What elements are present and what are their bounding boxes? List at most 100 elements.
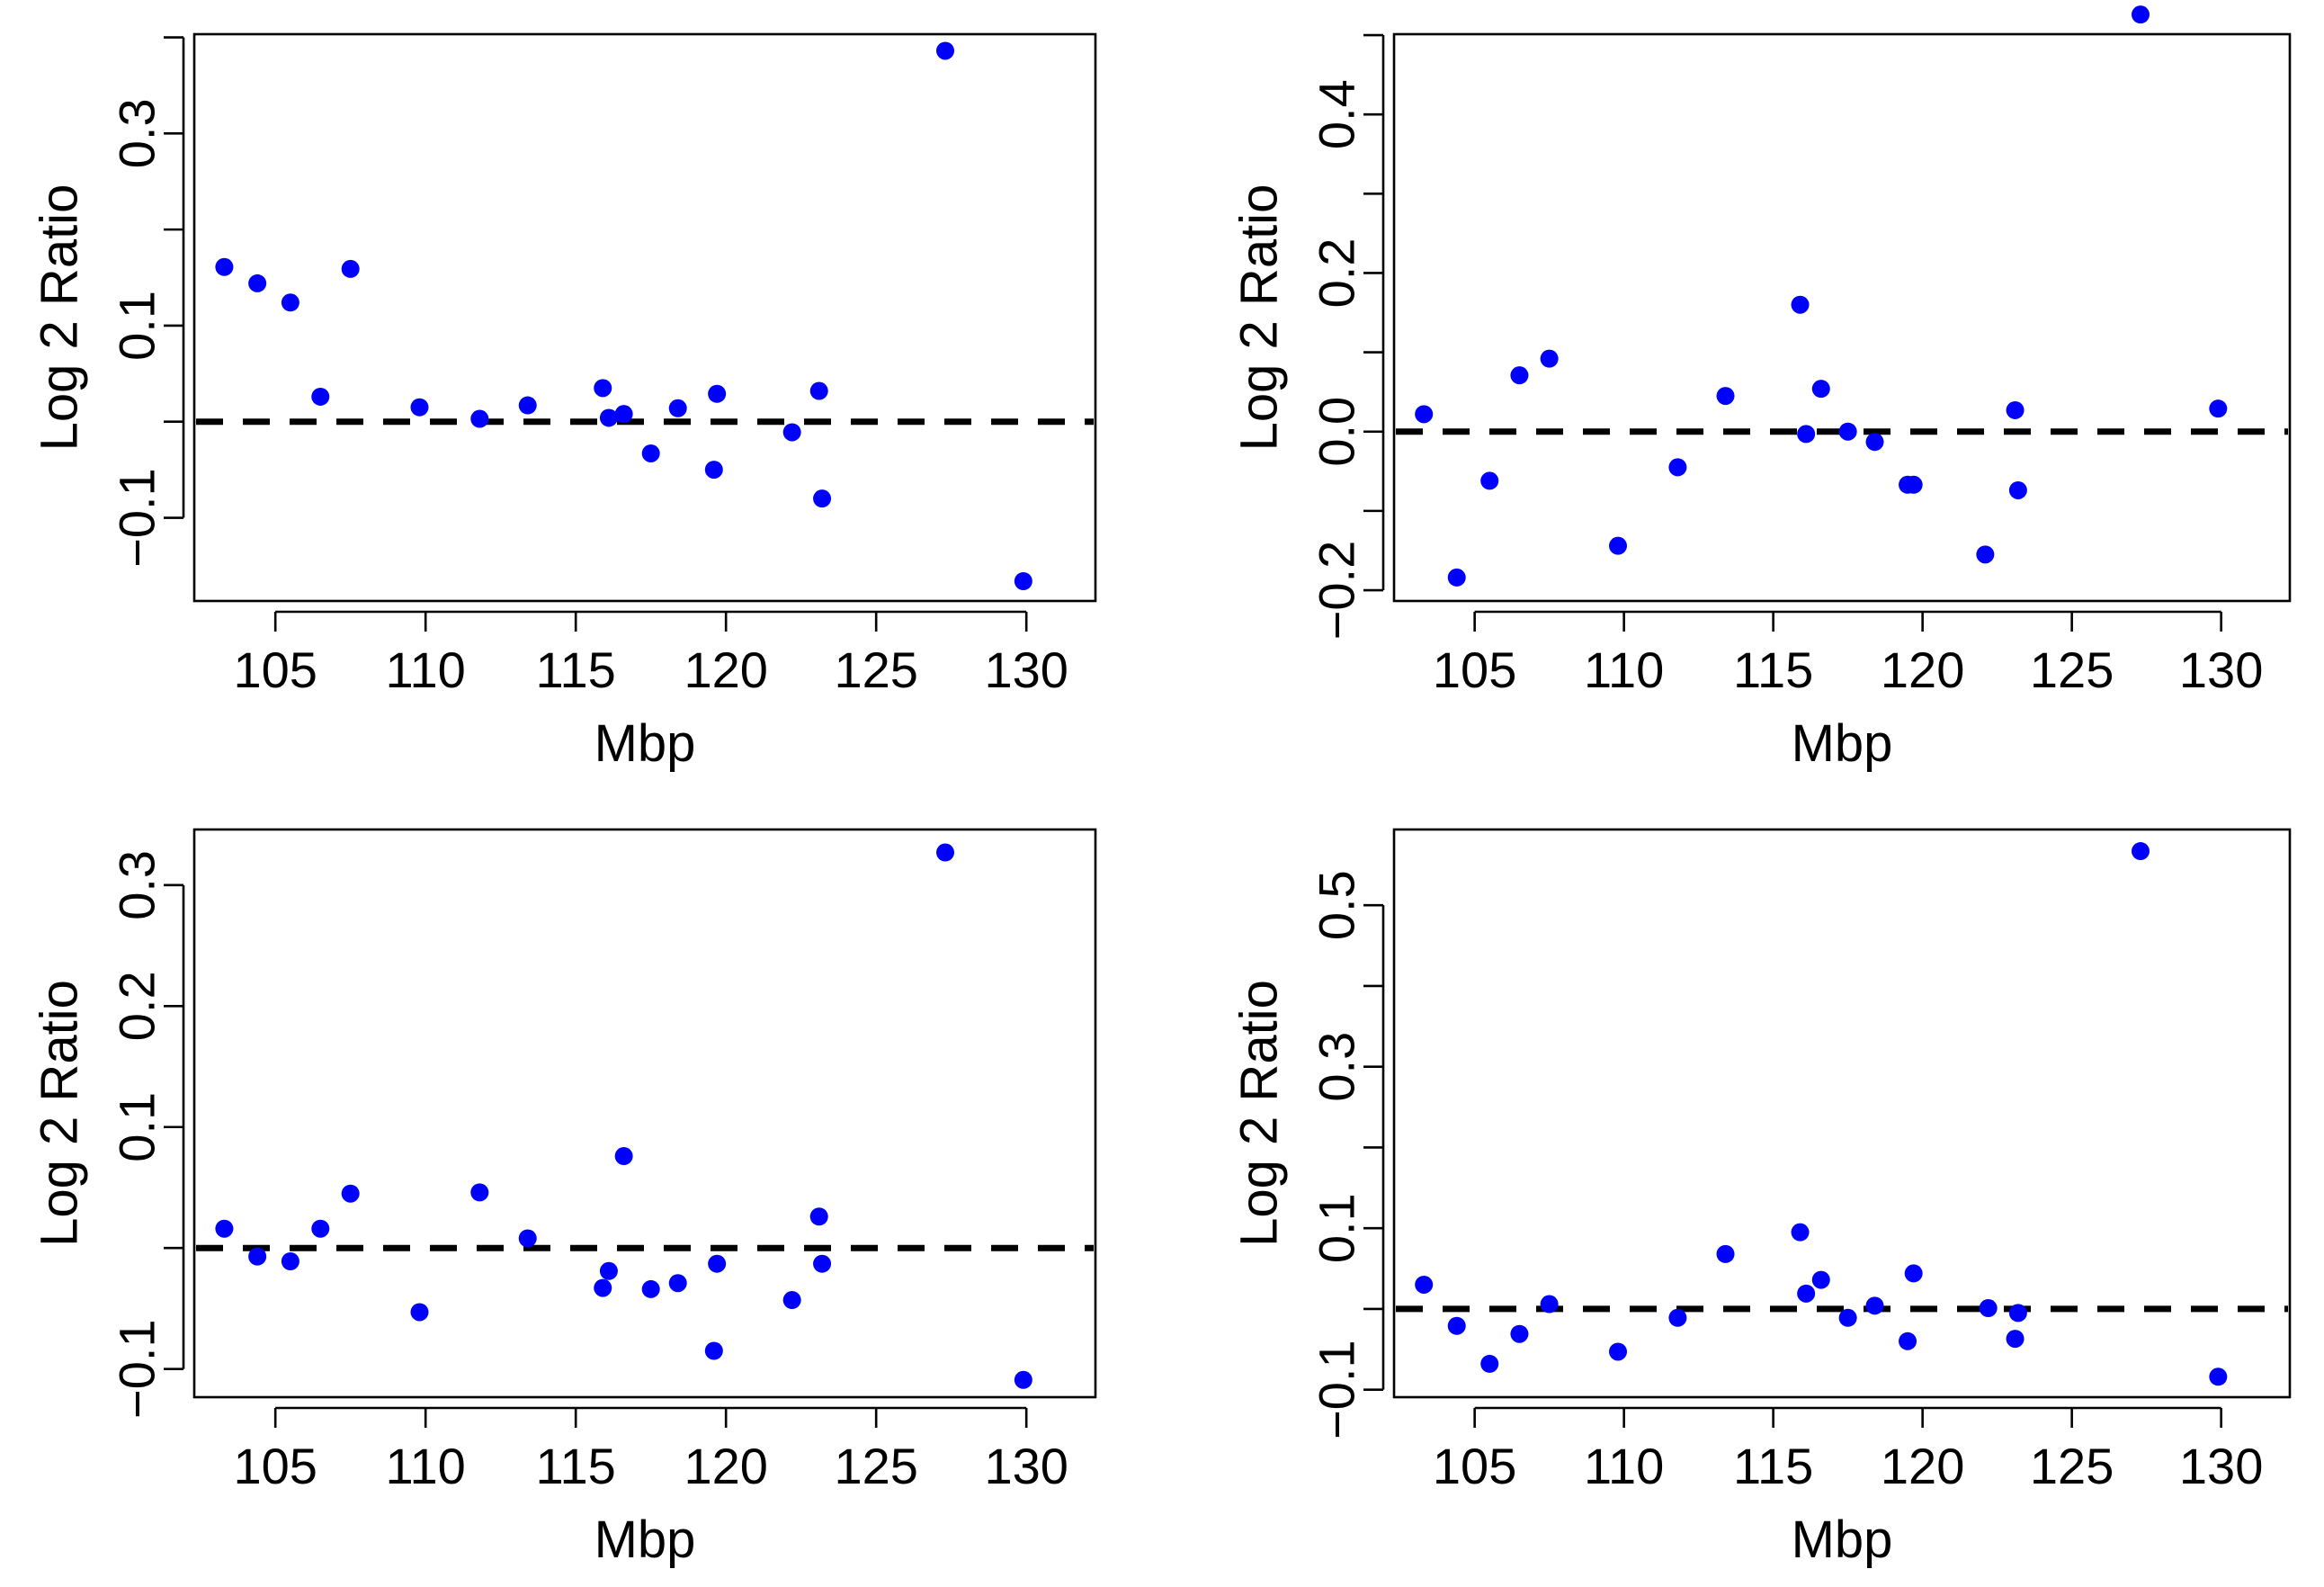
y-tick-label: 0.5 xyxy=(1309,870,1365,940)
y-tick-label: 0.3 xyxy=(109,850,165,920)
x-tick-label: 110 xyxy=(1584,641,1664,698)
data-point xyxy=(311,387,330,406)
chart-panel-top-left: 105 110 115 120 125 130 −0.1 0.1 0.3 Mbp Log 2 Rat… xyxy=(31,32,1097,773)
data-point xyxy=(2008,1304,2027,1322)
data-point xyxy=(281,293,299,312)
x-axis-title: Mbp xyxy=(594,1511,696,1569)
data-point xyxy=(594,379,612,398)
data-point xyxy=(782,1291,801,1310)
data-point xyxy=(1976,545,1995,564)
x-tick-label: 120 xyxy=(1881,641,1964,698)
data-point xyxy=(341,1184,360,1203)
x-axis-title: Mbp xyxy=(594,714,696,773)
data-point xyxy=(813,1254,832,1273)
data-point xyxy=(1415,405,1434,424)
x-tick-label: 130 xyxy=(984,641,1068,698)
x-tick-label: 125 xyxy=(834,1438,917,1494)
data-point xyxy=(1447,1316,1466,1335)
data-point xyxy=(311,1219,330,1238)
data-point xyxy=(1865,433,1884,452)
data-point xyxy=(599,1261,618,1280)
x-tick-label: 115 xyxy=(1733,641,1813,698)
x-tick-label: 120 xyxy=(684,1438,767,1494)
data-point xyxy=(704,1341,723,1360)
chart-panel-top-right: 105 110 115 120 125 130 −0.2 0.0 0.2 0.4 Mbp Log 2 … xyxy=(1230,5,2292,773)
x-tick-label: 105 xyxy=(233,1438,317,1494)
data-point xyxy=(1838,422,1857,441)
data-point xyxy=(1838,1308,1857,1327)
data-point xyxy=(2132,5,2150,24)
data-point xyxy=(704,461,723,480)
data-point xyxy=(1668,458,1687,477)
data-point xyxy=(641,1279,660,1298)
data-point xyxy=(1904,1264,1923,1283)
data-point xyxy=(341,259,360,278)
data-point xyxy=(614,1147,633,1166)
x-axis-title: Mbp xyxy=(1792,714,1893,773)
data-point xyxy=(936,41,954,60)
data-point xyxy=(2209,399,2228,418)
y-tick-label: 0.4 xyxy=(1309,79,1365,149)
y-tick-label: 0.1 xyxy=(109,1092,165,1162)
data-point xyxy=(1510,1324,1529,1343)
x-tick-label: 130 xyxy=(2179,1438,2263,1494)
chart-panel-bottom-right: 105 110 115 120 125 130 −0.1 0.1 0.3 0.5 Mbp Log 2 … xyxy=(1230,828,2292,1569)
data-point xyxy=(1904,475,1923,494)
data-point xyxy=(813,489,832,508)
x-tick-label: 125 xyxy=(2030,1438,2114,1494)
data-point xyxy=(1480,1354,1499,1373)
data-point xyxy=(1797,425,1816,444)
data-point xyxy=(1791,1223,1810,1242)
data-point xyxy=(518,396,537,415)
data-point xyxy=(936,843,954,862)
data-point xyxy=(2008,480,2027,499)
data-point xyxy=(668,1274,687,1293)
x-tick-label: 125 xyxy=(2030,641,2114,698)
x-axis-title: Mbp xyxy=(1792,1511,1893,1569)
data-point xyxy=(1510,366,1529,385)
data-point xyxy=(1480,471,1499,490)
x-tick-label: 120 xyxy=(1881,1438,1964,1494)
data-point xyxy=(1979,1299,1998,1318)
x-tick-label: 130 xyxy=(984,1438,1068,1494)
x-tick-label: 105 xyxy=(1433,641,1516,698)
x-tick-label: 130 xyxy=(2179,641,2263,698)
data-point xyxy=(2209,1367,2228,1386)
x-tick-label: 125 xyxy=(834,641,917,698)
data-point xyxy=(594,1278,612,1297)
data-point xyxy=(668,399,687,417)
data-point xyxy=(599,408,618,427)
x-tick-label: 105 xyxy=(1433,1438,1516,1494)
y-axis-title: Log 2 Ratio xyxy=(1230,980,1289,1247)
data-point xyxy=(1014,1370,1032,1389)
y-axis-title: Log 2 Ratio xyxy=(1230,184,1289,452)
data-point xyxy=(1540,1295,1559,1314)
x-tick-label: 115 xyxy=(536,641,616,698)
data-point xyxy=(215,1219,234,1238)
data-point xyxy=(1415,1275,1434,1294)
data-point xyxy=(248,273,267,292)
data-point xyxy=(410,398,429,417)
data-point xyxy=(470,409,489,428)
data-point xyxy=(614,405,633,424)
data-point xyxy=(782,423,801,442)
chart-panel-bottom-left: 105 110 115 120 125 130 −0.1 0.1 0.2 0.3 Mbp Log 2 … xyxy=(31,828,1097,1569)
data-point xyxy=(1447,568,1466,587)
x-tick-label: 110 xyxy=(386,641,466,698)
y-tick-label: 0.2 xyxy=(1309,238,1365,309)
data-point xyxy=(1540,349,1559,368)
data-point xyxy=(2006,400,2025,419)
data-point xyxy=(708,384,727,403)
data-point xyxy=(215,257,234,276)
plot-frame xyxy=(192,828,1097,1399)
data-point xyxy=(1811,380,1830,399)
plot-frame xyxy=(192,32,1097,603)
data-point xyxy=(248,1247,267,1266)
data-point xyxy=(518,1229,537,1248)
data-point xyxy=(1899,1331,1917,1350)
data-point xyxy=(1797,1284,1816,1303)
plot-frame xyxy=(1392,32,2292,603)
x-tick-label: 115 xyxy=(1733,1438,1813,1494)
y-axis-title: Log 2 Ratio xyxy=(31,184,89,452)
